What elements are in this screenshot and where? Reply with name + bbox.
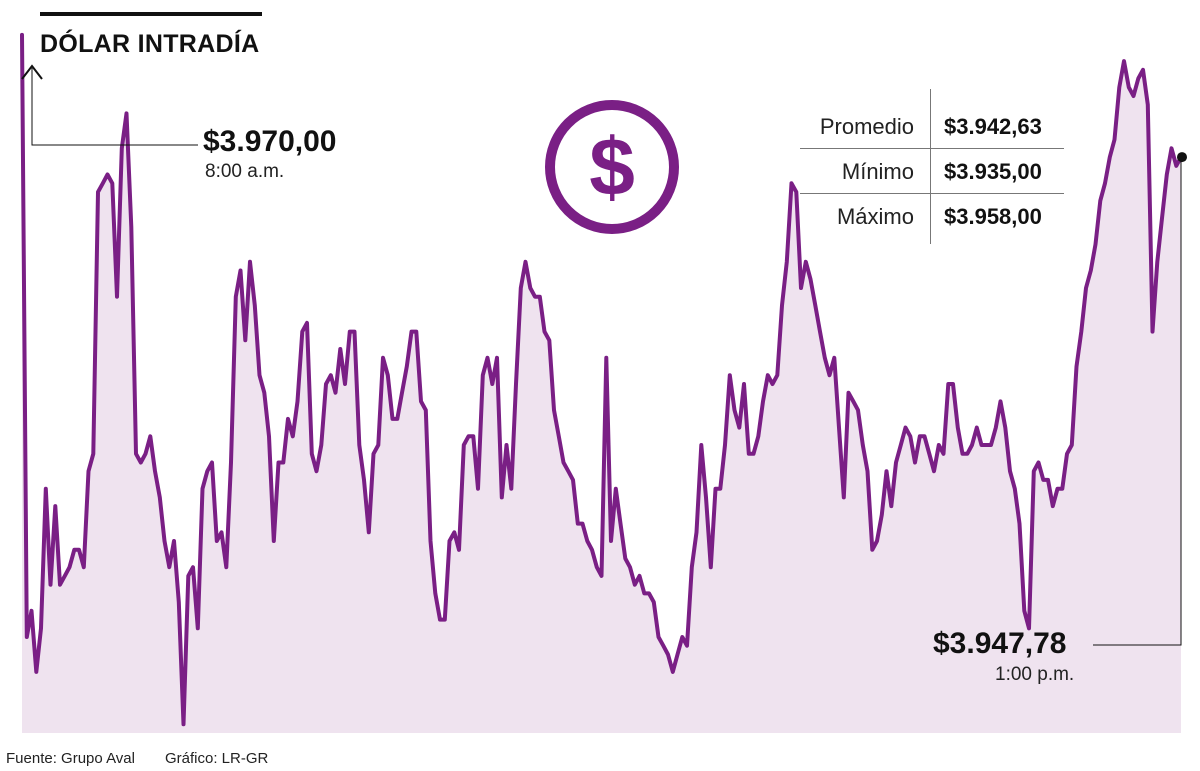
stat-label: Máximo xyxy=(836,204,914,229)
open-callout-connector xyxy=(31,68,198,146)
stats-divider xyxy=(930,89,931,244)
stat-label: Mínimo xyxy=(841,159,914,184)
credit-note: Gráfico: LR-GR xyxy=(165,750,269,767)
chart-title: DÓLAR INTRADÍA xyxy=(40,30,260,58)
end-point-marker xyxy=(1177,152,1187,163)
stats-table: Promedio $3.942,63 Mínimo $3.935,00 Máxi… xyxy=(800,104,1064,239)
area-fill xyxy=(22,34,1181,733)
stat-value: $3.935,00 xyxy=(944,159,1042,184)
price-line xyxy=(20,32,1183,727)
title-rule xyxy=(40,12,262,16)
stat-label: Promedio xyxy=(819,114,914,139)
close-time: 1:00 p.m. xyxy=(995,664,1075,685)
close-value: $3.947,78 xyxy=(933,627,1067,660)
dollar-glyph: $ xyxy=(589,122,635,213)
row-separator xyxy=(800,193,1064,194)
open-time: 8:00 a.m. xyxy=(205,161,285,182)
stat-value: $3.942,63 xyxy=(944,114,1042,139)
source-note: Fuente: Grupo Aval xyxy=(6,750,135,767)
stat-row-maximum: Máximo $3.958,00 xyxy=(800,194,1064,239)
arrow-up-icon xyxy=(21,64,43,80)
open-value: $3.970,00 xyxy=(203,125,337,158)
row-separator xyxy=(800,148,1064,149)
stat-row-average: Promedio $3.942,63 xyxy=(800,104,1064,149)
stat-row-minimum: Mínimo $3.935,00 xyxy=(800,149,1064,194)
dollar-icon: $ xyxy=(545,100,679,234)
close-callout-connector xyxy=(1093,161,1182,646)
stat-value: $3.958,00 xyxy=(944,204,1042,229)
